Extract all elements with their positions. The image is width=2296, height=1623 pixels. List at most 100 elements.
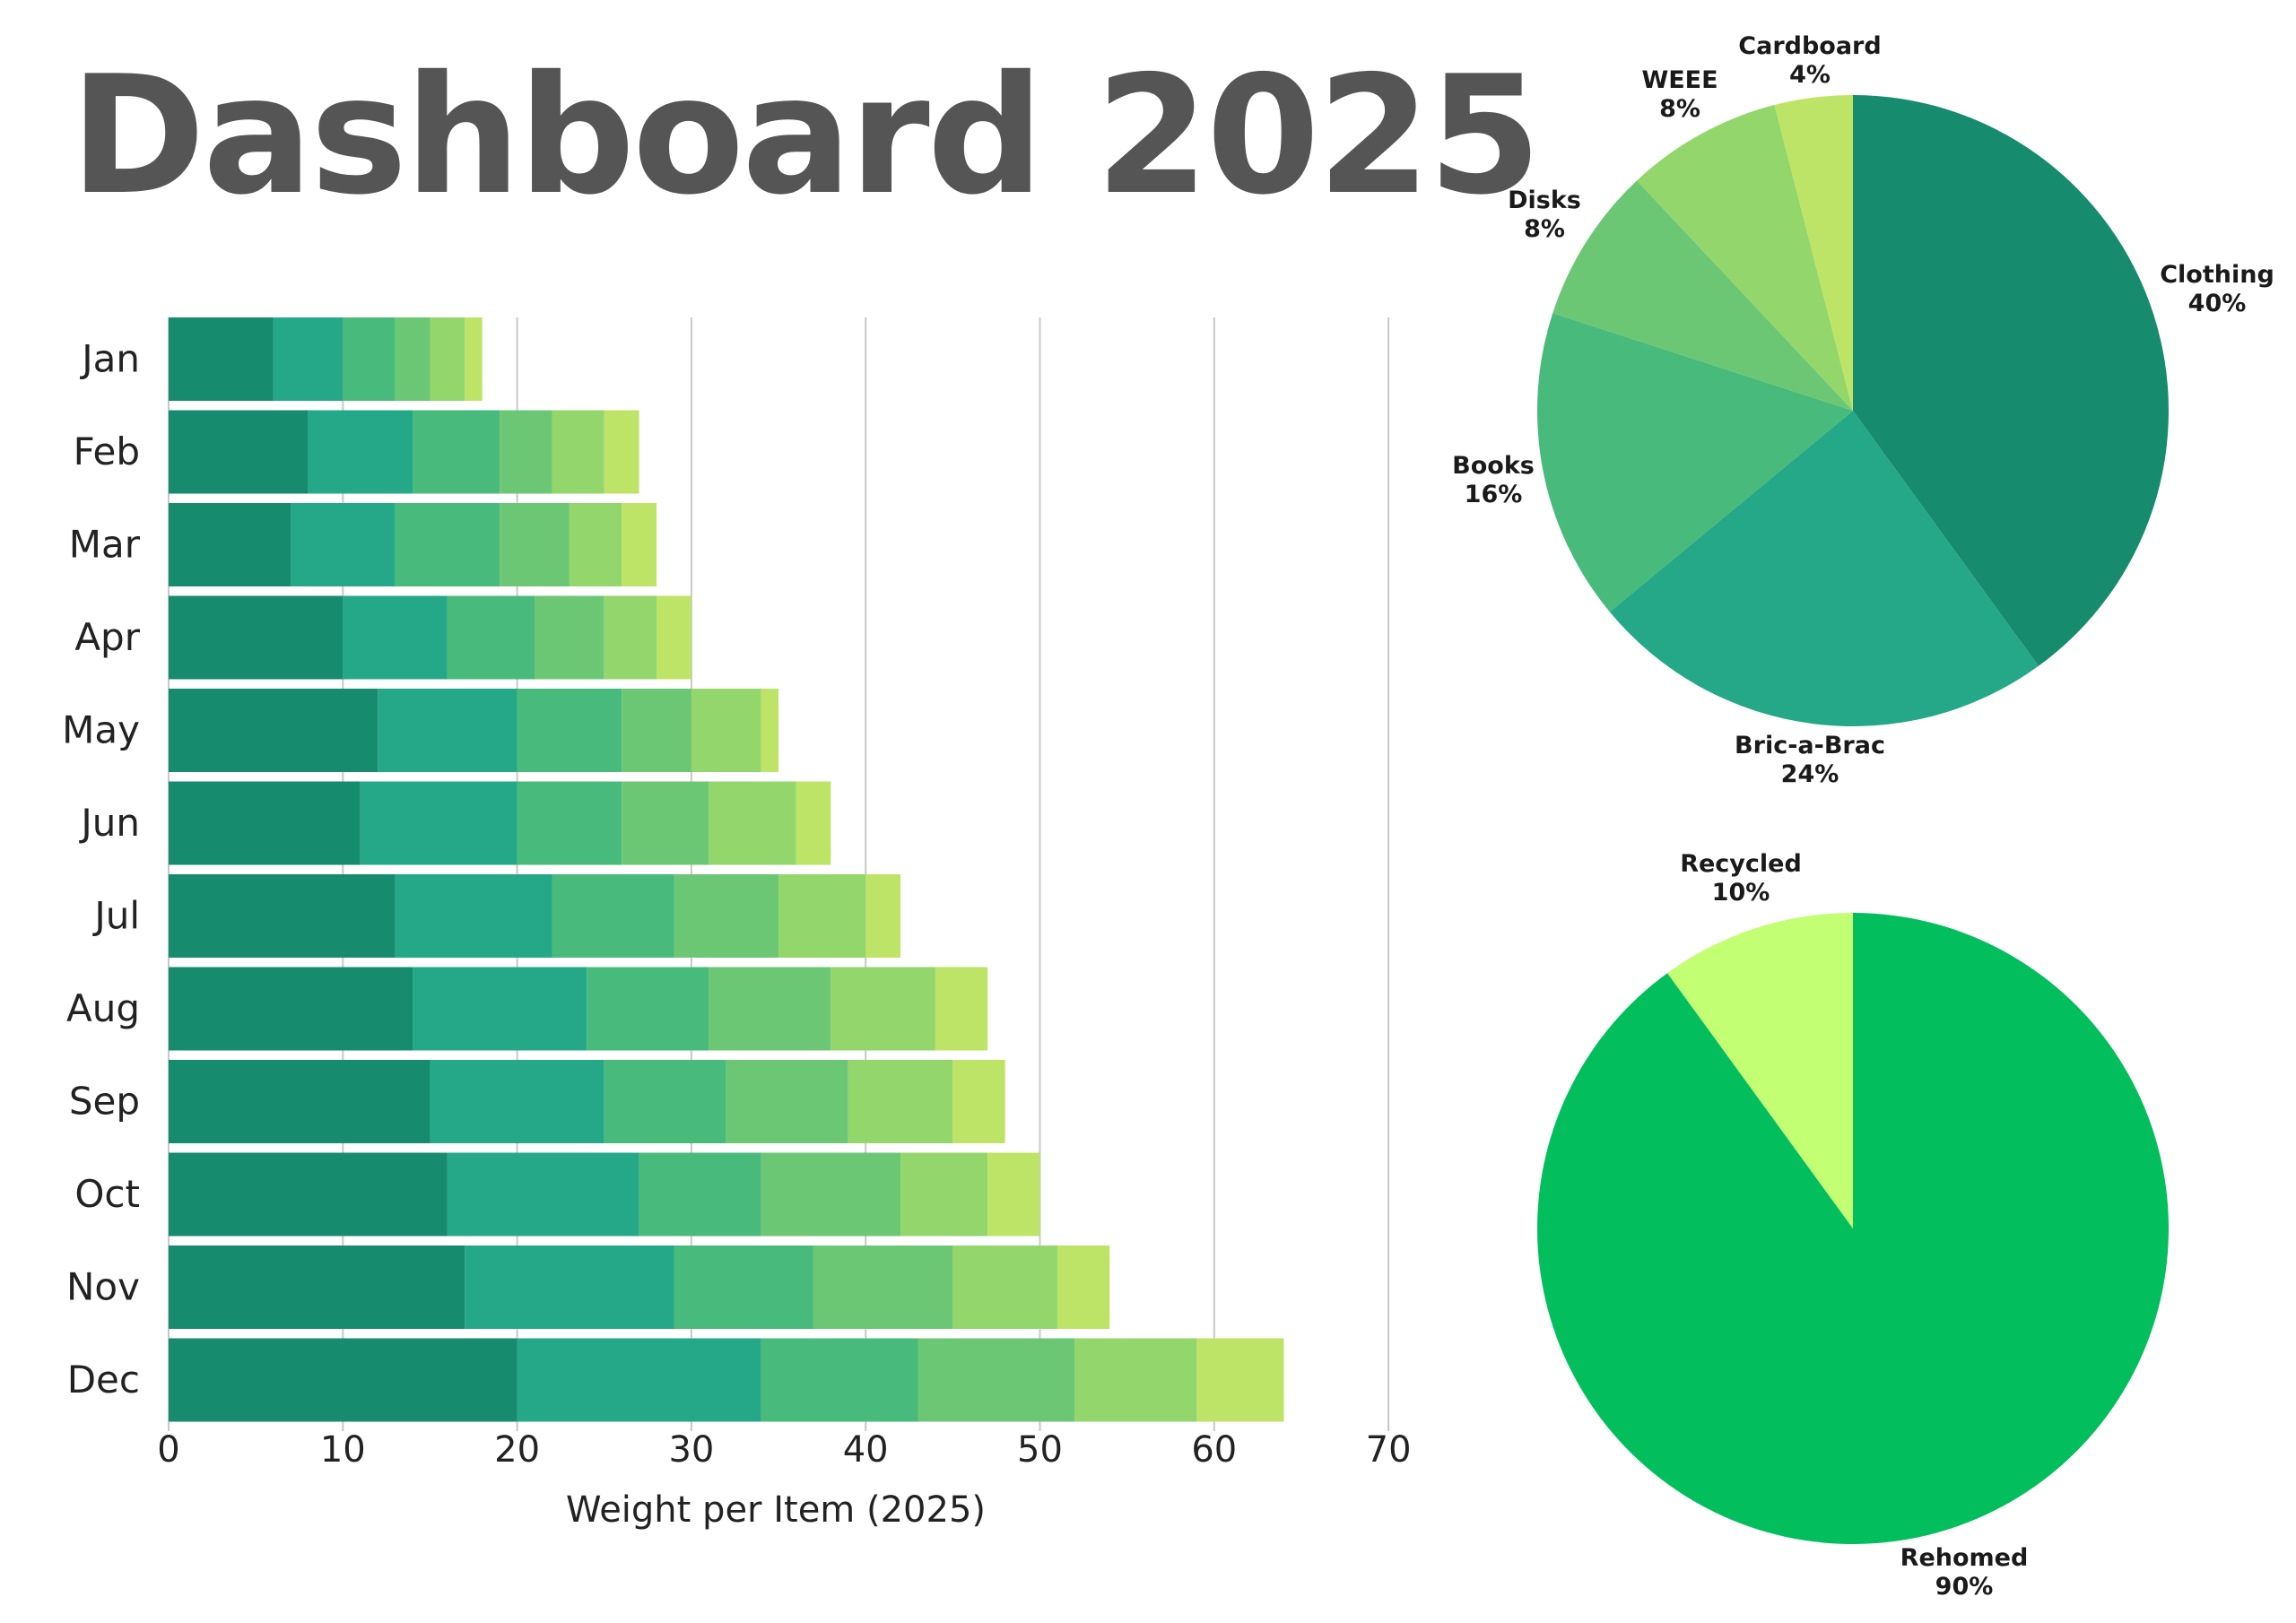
- pie-slice-percent: 8%: [1524, 215, 1565, 243]
- category-label: Dec: [67, 1358, 140, 1402]
- bar-segment: [1074, 1338, 1197, 1422]
- bar-segment: [796, 781, 831, 865]
- bar-segment: [848, 1060, 953, 1143]
- bar-segment: [465, 1245, 674, 1329]
- x-tick-label: 0: [157, 1429, 179, 1471]
- bar-segment: [831, 967, 935, 1051]
- pie-slice: [1609, 411, 2039, 727]
- category-label: Apr: [74, 615, 140, 659]
- category-label: Oct: [74, 1172, 140, 1216]
- x-tick-label: 10: [320, 1429, 366, 1471]
- bar-segment: [761, 1152, 901, 1237]
- bar-segment: [395, 317, 430, 401]
- bar-segment: [169, 1338, 517, 1422]
- pie-slice-percent: 40%: [2188, 290, 2247, 317]
- bar-segment: [691, 689, 761, 772]
- category-label: Jun: [78, 801, 140, 845]
- bar-segment: [761, 1338, 918, 1422]
- bar-segment: [169, 1060, 430, 1143]
- bar-segment: [273, 317, 344, 401]
- bar-segment: [378, 689, 517, 772]
- bar-segment: [674, 874, 779, 958]
- pie-slice: [1774, 95, 1853, 411]
- bar-segment: [535, 595, 604, 680]
- pie-slice-percent: 8%: [1659, 95, 1700, 123]
- bar-segment: [500, 503, 570, 586]
- pie-slice: [1537, 313, 1853, 612]
- category-label: Feb: [74, 430, 140, 473]
- bar-segment: [622, 503, 657, 586]
- category-label: Sep: [69, 1080, 140, 1124]
- x-tick-label: 40: [843, 1429, 889, 1471]
- pie-slice: [1637, 105, 1853, 412]
- bar-segment: [413, 967, 587, 1051]
- bar-segment: [500, 410, 552, 494]
- bar-segment: [987, 1152, 1040, 1237]
- bar-segment: [935, 967, 988, 1051]
- pie-slice-label: Recycled: [1680, 850, 1802, 878]
- bar-segment: [517, 1338, 761, 1422]
- category-label: Jan: [79, 337, 140, 381]
- pie-slice-label: Rehomed: [1900, 1544, 2029, 1572]
- pie-slice-percent: 16%: [1465, 481, 1523, 508]
- pie-slice-label: WEEE: [1641, 66, 1718, 94]
- pie-slice-label: Books: [1452, 452, 1535, 480]
- pie-slice: [1853, 95, 2169, 666]
- bar-segment: [569, 503, 622, 586]
- bar-segment: [622, 689, 691, 772]
- stacked-bar-chart: Jan Feb Mar Apr May Jun Jul Aug Sep Oct Nov Dec 0 10 2…: [62, 317, 1412, 1531]
- pie-slice: [1552, 180, 1853, 411]
- bar-segment: [865, 874, 901, 958]
- category-pie-chart: Clothing40%Bric-a-Brac24%Books16%Disks8%…: [1452, 32, 2274, 788]
- bar-segment: [430, 1060, 604, 1143]
- bar-segment: [813, 1245, 953, 1329]
- category-label: Nov: [66, 1265, 140, 1309]
- pie-slice-percent: 24%: [1781, 760, 1839, 788]
- bar-segment: [308, 410, 413, 494]
- bar-segment: [395, 503, 500, 586]
- bar-segment: [343, 317, 396, 401]
- x-axis-title: Weight per Item (2025): [566, 1489, 986, 1531]
- bar-segment: [604, 1060, 726, 1143]
- bar-segment: [447, 1152, 639, 1237]
- pie-slice-percent: 90%: [1935, 1573, 1994, 1601]
- bar-segment: [169, 503, 291, 586]
- bar-segment: [517, 781, 622, 865]
- bar-segment: [169, 874, 396, 958]
- bar-segment: [604, 595, 657, 680]
- bar-segment: [657, 595, 691, 680]
- bar-segment: [761, 689, 779, 772]
- bar-segment: [169, 967, 413, 1051]
- bar-segment: [726, 1060, 848, 1143]
- bar-segment: [552, 874, 674, 958]
- bar-segment: [639, 1152, 761, 1237]
- pie-slice-label: Bric-a-Brac: [1735, 732, 1885, 759]
- pie-slice-label: Clothing: [2160, 261, 2274, 289]
- category-label: Jul: [91, 894, 140, 938]
- x-tick-label: 30: [668, 1429, 714, 1471]
- bar-segment: [552, 410, 604, 494]
- bar-segment: [465, 317, 483, 401]
- bar-segment: [169, 781, 361, 865]
- pie-slice-percent: 10%: [1712, 879, 1770, 907]
- bar-segment: [169, 1245, 465, 1329]
- bar-segment: [360, 781, 517, 865]
- bar-segment: [778, 874, 866, 958]
- bar-segment: [413, 410, 500, 494]
- bar-segment: [604, 410, 639, 494]
- bar-segment: [169, 595, 344, 680]
- bar-segment: [430, 317, 465, 401]
- category-label: Aug: [66, 986, 140, 1030]
- x-tick-label: 50: [1017, 1429, 1063, 1471]
- category-label: May: [62, 708, 140, 752]
- pie-slice-label: Cardboard: [1738, 32, 1881, 60]
- page-title: Dashboard 2025: [70, 40, 1542, 230]
- bar-segment: [918, 1338, 1075, 1422]
- bar-segment: [291, 503, 396, 586]
- bar-segment: [517, 689, 622, 772]
- bar-segment: [343, 595, 448, 680]
- pie-slice: [1537, 913, 2170, 1544]
- bar-segment: [447, 595, 535, 680]
